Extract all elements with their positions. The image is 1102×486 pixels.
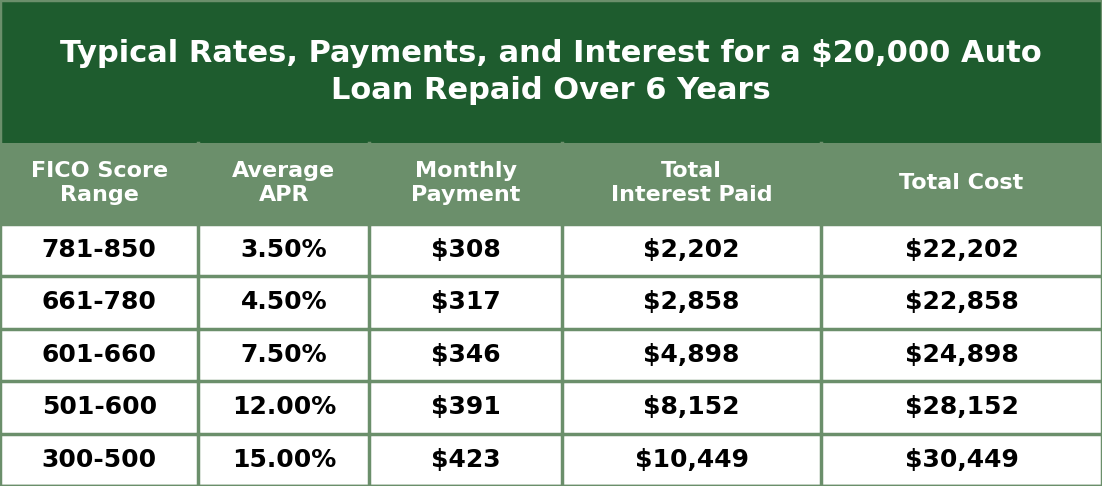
Bar [0,143,1102,224]
Text: $8,152: $8,152 [644,395,739,419]
Text: $346: $346 [431,343,500,367]
Text: $391: $391 [431,395,500,419]
Text: $4,898: $4,898 [644,343,739,367]
Text: 300-500: 300-500 [42,448,156,472]
Text: 661-780: 661-780 [42,290,156,314]
Text: $2,202: $2,202 [644,238,739,262]
Bar [0,224,1102,276]
Text: 15.00%: 15.00% [231,448,336,472]
Bar [0,0,1102,143]
Text: $24,898: $24,898 [905,343,1018,367]
Text: Monthly
Payment: Monthly Payment [411,161,520,206]
Bar [0,329,1102,381]
Text: $22,202: $22,202 [905,238,1018,262]
Text: Average
APR: Average APR [233,161,335,206]
Text: $22,858: $22,858 [905,290,1018,314]
Text: $317: $317 [431,290,500,314]
Text: $2,858: $2,858 [644,290,739,314]
Text: $28,152: $28,152 [905,395,1018,419]
Text: 501-600: 501-600 [42,395,156,419]
Bar [0,276,1102,329]
Bar [0,381,1102,434]
Text: Total Cost: Total Cost [899,174,1024,193]
Text: Typical Rates, Payments, and Interest for a $20,000 Auto
Loan Repaid Over 6 Year: Typical Rates, Payments, and Interest fo… [61,39,1041,104]
Bar [0,434,1102,486]
Text: $10,449: $10,449 [635,448,748,472]
Text: Total
Interest Paid: Total Interest Paid [611,161,773,206]
Text: $308: $308 [431,238,500,262]
Text: 601-660: 601-660 [42,343,156,367]
Text: 3.50%: 3.50% [240,238,327,262]
Text: $30,449: $30,449 [905,448,1018,472]
Text: 7.50%: 7.50% [240,343,327,367]
Text: FICO Score
Range: FICO Score Range [31,161,168,206]
Text: $423: $423 [431,448,500,472]
Text: 4.50%: 4.50% [240,290,327,314]
Text: 781-850: 781-850 [42,238,156,262]
Text: 12.00%: 12.00% [231,395,336,419]
